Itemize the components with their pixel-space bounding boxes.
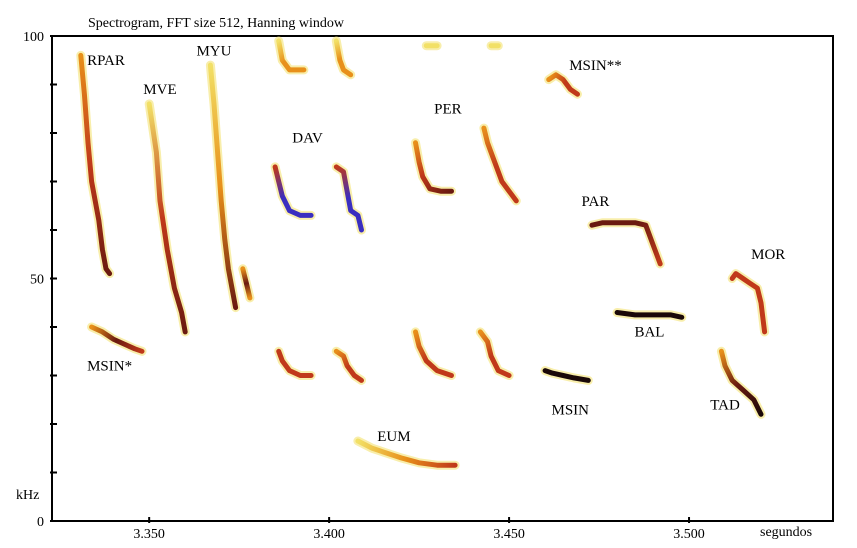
call-trace-msin — [87, 322, 147, 356]
call-core — [240, 266, 253, 301]
x-axis: 3.350 3.400 3.450 3.500 — [133, 517, 705, 542]
call-trace-par — [587, 218, 665, 269]
call-core — [89, 324, 145, 354]
call-trace-mve — [144, 99, 190, 337]
call-trace — [274, 346, 316, 380]
call-core — [477, 329, 512, 378]
call-core — [546, 72, 580, 97]
call-label: PER — [434, 102, 462, 118]
call-core — [78, 52, 113, 277]
call-core — [276, 348, 314, 378]
plot-frame — [51, 35, 834, 522]
call-core — [333, 164, 364, 233]
call-labels: RPAR MVE MYU MSIN* DAV PER MSIN** PAR BAL MSIN MOR… — [87, 43, 785, 445]
call-trace — [475, 327, 514, 380]
call-trace-myu — [205, 60, 241, 313]
call-trace-rpar — [76, 50, 115, 279]
call-core — [207, 62, 239, 311]
x-tick-label: 3.450 — [493, 527, 525, 542]
call-core — [589, 220, 663, 267]
call-label: RPAR — [87, 53, 125, 69]
call-label: PAR — [582, 194, 610, 210]
call-core — [542, 368, 591, 383]
call-trace — [274, 36, 309, 75]
y-tick-label: 100 — [23, 30, 44, 45]
call-core — [413, 140, 454, 194]
chart-title: Spectrogram, FFT size 512, Hanning windo… — [88, 16, 345, 31]
call-label: MSIN** — [569, 58, 622, 74]
call-trace-tad — [716, 346, 766, 419]
x-tick-label: 3.350 — [133, 527, 165, 542]
call-core — [481, 125, 519, 204]
x-unit-label: segundos — [760, 525, 812, 540]
call-trace-msin — [540, 366, 593, 385]
call-core — [333, 38, 354, 78]
call-label: MSIN* — [87, 359, 132, 375]
y-unit-label: kHz — [16, 488, 39, 503]
call-trace — [331, 162, 366, 235]
call-trace-msin — [544, 70, 582, 99]
call-core — [718, 348, 764, 417]
call-trace — [238, 264, 255, 303]
y-tick-label: 0 — [37, 515, 44, 530]
call-trace-per — [411, 138, 456, 196]
y-axis: 0 50 100 — [23, 30, 57, 530]
call-trace — [331, 36, 356, 80]
call-label: MOR — [751, 247, 785, 263]
call-core — [146, 101, 188, 335]
call-core — [276, 38, 307, 73]
call-core — [413, 329, 454, 378]
call-core — [333, 348, 364, 383]
call-trace-bal — [612, 308, 687, 322]
call-trace — [331, 346, 366, 385]
call-trace — [479, 123, 521, 206]
call-label: EUM — [377, 429, 410, 445]
call-core — [272, 164, 314, 218]
call-trace-eum — [353, 436, 460, 470]
call-label: MYU — [196, 43, 231, 59]
call-core — [614, 310, 685, 320]
call-core — [729, 271, 768, 335]
call-label: MVE — [143, 82, 176, 98]
call-label: MSIN — [552, 402, 590, 418]
y-tick-label: 50 — [30, 273, 44, 288]
x-tick-label: 3.400 — [313, 527, 345, 542]
call-trace-dav — [270, 162, 316, 220]
call-core — [355, 438, 458, 468]
x-tick-label: 3.500 — [673, 527, 705, 542]
call-label: DAV — [292, 131, 323, 147]
call-trace — [411, 327, 456, 380]
call-label: BAL — [634, 325, 664, 341]
call-label: TAD — [710, 397, 740, 413]
call-traces — [76, 36, 770, 470]
call-trace-mor — [727, 269, 770, 337]
